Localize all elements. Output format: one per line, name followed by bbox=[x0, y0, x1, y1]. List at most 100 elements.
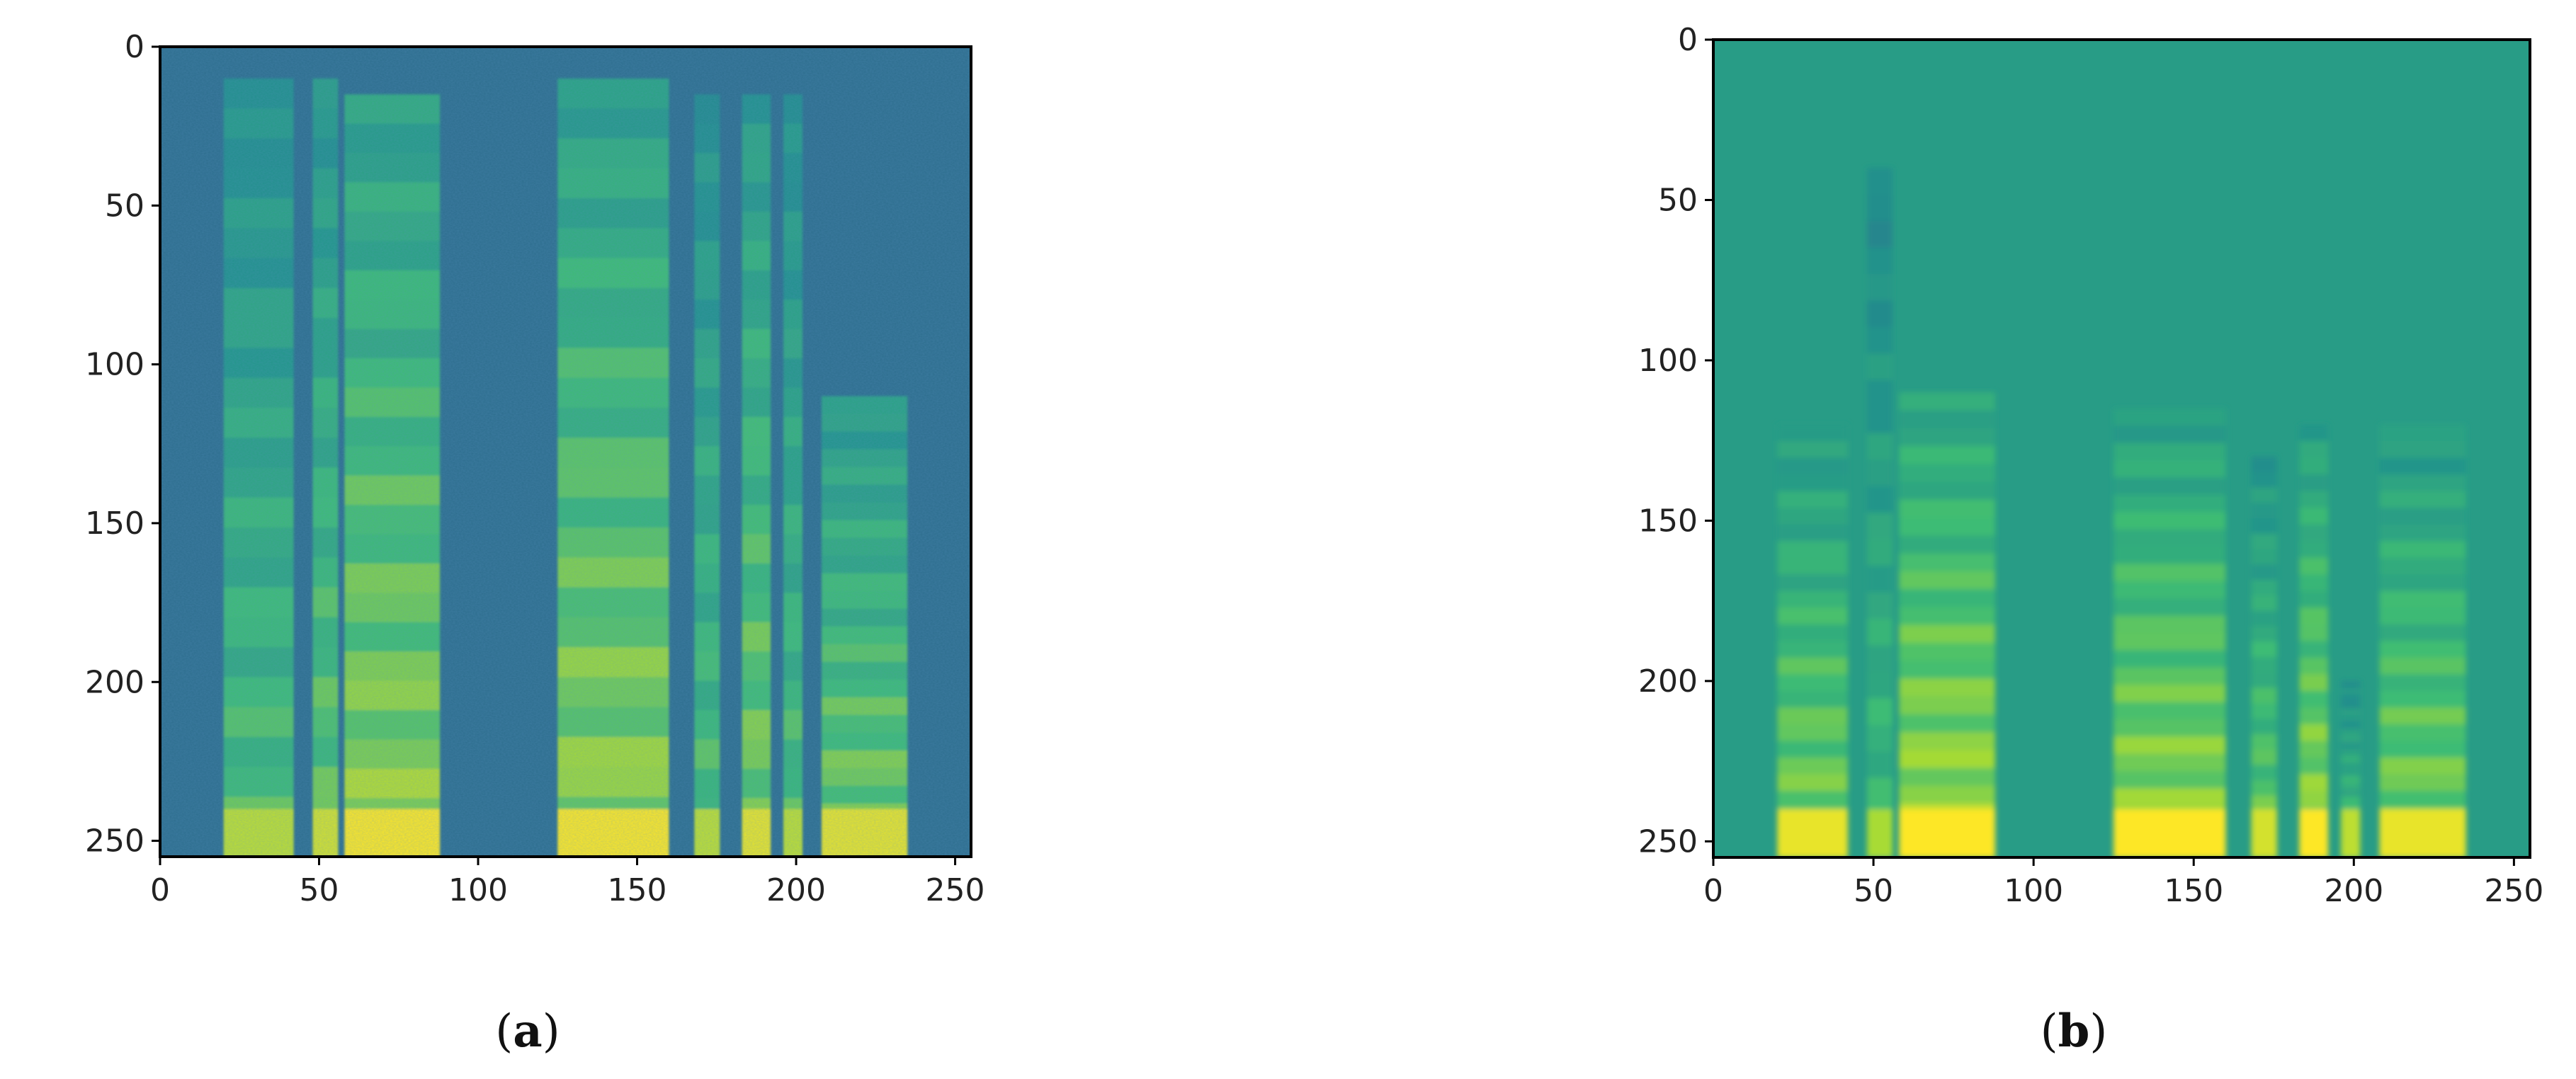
heatmap-b-cell bbox=[2113, 753, 2226, 772]
heatmap-b-cell bbox=[2113, 736, 2226, 755]
heatmap-b-cell bbox=[2251, 472, 2277, 489]
heatmap-b-cell bbox=[1777, 757, 1848, 775]
heatmap-b-cell bbox=[2299, 809, 2329, 857]
heatmap-b-cell bbox=[2379, 724, 2466, 742]
heatmap-b-cell bbox=[1899, 571, 1995, 590]
heatmap-b-cell bbox=[2113, 771, 2226, 789]
y-tick-label: 0 bbox=[1678, 22, 1698, 58]
heatmap-b-cell bbox=[2379, 774, 2466, 792]
heatmap-b-cell bbox=[2299, 724, 2329, 742]
heatmap-b-cell bbox=[1899, 464, 1995, 483]
x-tick-label: 150 bbox=[608, 872, 667, 908]
heatmap-b-cell bbox=[2299, 557, 2329, 576]
heatmap-b-cell bbox=[2379, 641, 2466, 658]
heatmap-a-noise bbox=[160, 47, 971, 857]
heatmap-a bbox=[160, 47, 971, 857]
heatmap-b-cell bbox=[1867, 724, 1893, 753]
heatmap-b-cell bbox=[1899, 499, 1995, 519]
heatmap-b-cell bbox=[1899, 446, 1995, 465]
heatmap-b-cell bbox=[1867, 566, 1893, 593]
x-tick-label: 250 bbox=[2484, 873, 2543, 909]
heatmap-b-cell bbox=[2379, 809, 2466, 857]
heatmap-b-cell bbox=[1899, 809, 1995, 857]
heatmap-b-cell bbox=[1867, 513, 1893, 540]
heatmap-b-cell bbox=[1867, 459, 1893, 487]
y-ticks-a: 0 50 100 150 200 250 bbox=[85, 29, 160, 860]
heatmap-b-cell bbox=[2251, 518, 2277, 535]
heatmap-b-cell bbox=[2299, 607, 2329, 625]
heatmap-b-cell bbox=[1867, 353, 1893, 381]
heatmap-b-cell bbox=[1867, 221, 1893, 249]
heatmap-b-cell bbox=[1899, 589, 1995, 608]
heatmap-b-cell bbox=[2341, 735, 2361, 743]
heatmap-b-cell bbox=[2379, 424, 2466, 442]
y-tick-label: 200 bbox=[85, 664, 144, 700]
heatmap-b-cell bbox=[1777, 441, 1848, 459]
heatmap-b-cell bbox=[1777, 657, 1848, 675]
heatmap-b-cell bbox=[2251, 703, 2277, 719]
heatmap-b-cell bbox=[1777, 690, 1848, 709]
heatmap-b-cell bbox=[1777, 557, 1848, 576]
heatmap-b-cell bbox=[1867, 486, 1893, 514]
heatmap-b-cell bbox=[2299, 657, 2329, 675]
heatmap-b-cell bbox=[1867, 194, 1893, 222]
heatmap-b-cell bbox=[1899, 481, 1995, 501]
heatmap-b-cell bbox=[1899, 535, 1995, 554]
heatmap-b-cell bbox=[2379, 508, 2466, 525]
heatmap-b-cell bbox=[1867, 247, 1893, 275]
heatmap-b-cell bbox=[2113, 809, 2226, 857]
axes-frame-a bbox=[159, 45, 972, 858]
heatmap-b-cell bbox=[2251, 656, 2277, 673]
heatmap-b-cell bbox=[1867, 168, 1893, 195]
heatmap-b-cell bbox=[2299, 624, 2329, 642]
heatmap-b-cell bbox=[2341, 708, 2361, 716]
heatmap-b-cell bbox=[2251, 749, 2277, 766]
y-tick-label: 50 bbox=[105, 188, 144, 224]
y-tick-label: 50 bbox=[1658, 182, 1698, 218]
heatmap-b-cell bbox=[1777, 741, 1848, 758]
heatmap-b-cell bbox=[2251, 765, 2277, 782]
heatmap-b-cell bbox=[2113, 512, 2226, 530]
y-tick-label: 100 bbox=[85, 347, 144, 383]
heatmap-b-cell bbox=[2379, 690, 2466, 709]
heatmap-b-cell bbox=[2251, 809, 2277, 857]
heatmap-b-cell bbox=[2379, 441, 2466, 459]
heatmap-b-cell bbox=[2379, 657, 2466, 675]
heatmap-b-cell bbox=[1899, 714, 1995, 733]
heatmap-b-cell bbox=[2341, 796, 2361, 804]
heatmap-b-cell bbox=[2299, 590, 2329, 609]
heatmap-b-cell bbox=[2251, 719, 2277, 735]
heatmap-b-cell bbox=[1899, 624, 1995, 644]
heatmap-b-cell bbox=[2299, 508, 2329, 525]
heatmap-b-cell bbox=[1867, 645, 1893, 673]
heatmap-b-cell bbox=[2299, 774, 2329, 792]
heatmap-b-cell bbox=[2113, 632, 2226, 651]
heatmap-b-cell bbox=[2251, 456, 2277, 473]
x-tick-label: 250 bbox=[926, 872, 985, 908]
heatmap-b-cell bbox=[2299, 790, 2329, 809]
heatmap-b-cell bbox=[2251, 672, 2277, 689]
x-tick-label: 200 bbox=[766, 872, 826, 908]
heatmap-b-cell bbox=[2113, 788, 2226, 806]
heatmap-b-cell bbox=[2251, 580, 2277, 596]
heatmap-b-cell bbox=[2341, 721, 2361, 729]
heatmap-b-cell bbox=[1867, 326, 1893, 355]
heatmap-b-cell bbox=[2379, 474, 2466, 492]
panel-a: 0 50 100 150 200 250 0 50 100 150 200 250 (a) bbox=[85, 29, 985, 1058]
x-tick-label: 50 bbox=[300, 872, 339, 908]
x-tick-label: 100 bbox=[448, 872, 508, 908]
heatmap-b-cell bbox=[2299, 741, 2329, 758]
heatmap-b-cell bbox=[1899, 607, 1995, 626]
heatmap-b-cell bbox=[2379, 624, 2466, 642]
y-ticks-b: 0 50 100 150 200 250 bbox=[1638, 22, 1713, 860]
heatmap-b-cell bbox=[1899, 732, 1995, 751]
heatmap-b-cell bbox=[2379, 557, 2466, 576]
heatmap-b-cell bbox=[2341, 782, 2361, 791]
heatmap-b-cell bbox=[1867, 751, 1893, 779]
heatmap-b-cell bbox=[1777, 424, 1848, 442]
heatmap-b-cell bbox=[1777, 474, 1848, 492]
y-tick-label: 150 bbox=[1638, 503, 1698, 539]
heatmap-b bbox=[1713, 40, 2530, 857]
heatmap-b-cell bbox=[2341, 695, 2361, 702]
y-tick-label: 200 bbox=[1638, 663, 1698, 700]
